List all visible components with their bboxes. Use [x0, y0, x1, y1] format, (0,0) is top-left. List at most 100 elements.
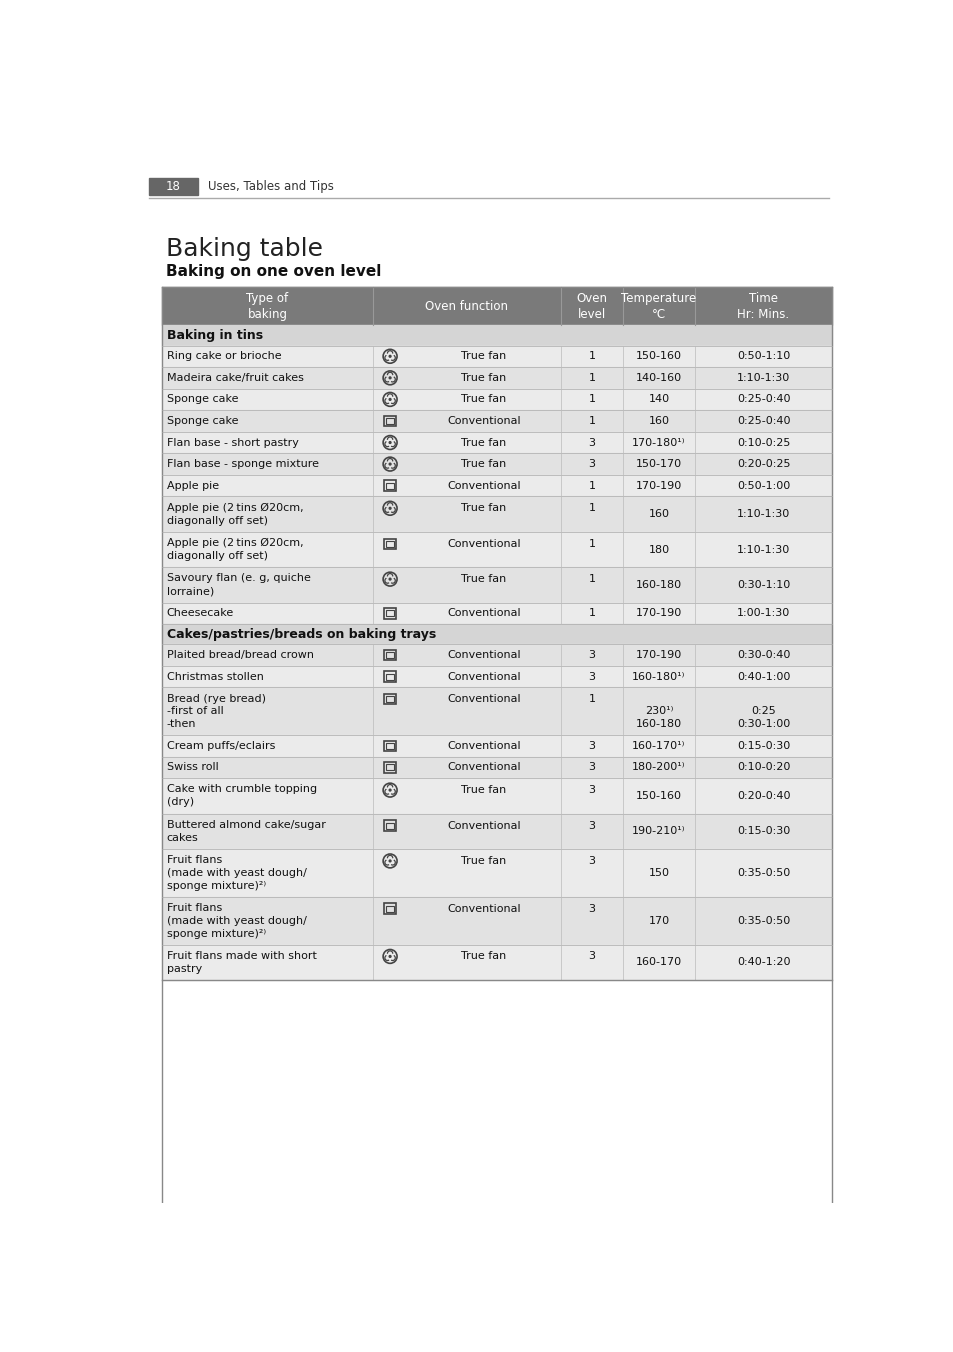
Text: 0:25-0:40: 0:25-0:40	[736, 395, 789, 404]
Text: Cakes/pastries/breads on baking trays: Cakes/pastries/breads on baking trays	[167, 627, 436, 641]
Text: Conventional: Conventional	[447, 416, 520, 426]
Text: 1: 1	[588, 481, 595, 491]
Bar	[162, 814, 831, 849]
Bar	[384, 672, 395, 681]
Text: Plaited bread/bread crown: Plaited bread/bread crown	[167, 650, 314, 660]
Bar	[162, 475, 831, 496]
Text: 1: 1	[588, 538, 595, 549]
Bar	[149, 177, 198, 195]
Text: 150-160: 150-160	[636, 352, 681, 361]
Bar	[162, 366, 831, 388]
Text: 160-170¹⁾: 160-170¹⁾	[632, 741, 685, 750]
Circle shape	[389, 356, 391, 357]
Text: 0:25-0:40: 0:25-0:40	[736, 416, 789, 426]
Bar	[386, 652, 394, 658]
Text: 1: 1	[588, 608, 595, 618]
Text: True fan: True fan	[461, 395, 506, 404]
Text: Fruit flans
(made with yeast dough/
sponge mixture)²⁾: Fruit flans (made with yeast dough/ spon…	[167, 856, 306, 891]
Bar	[162, 388, 831, 410]
Text: Baking in tins: Baking in tins	[167, 329, 263, 342]
Text: 0:30-1:10: 0:30-1:10	[736, 580, 789, 589]
Text: 1: 1	[588, 352, 595, 361]
Text: 0:25
0:30-1:00: 0:25 0:30-1:00	[736, 694, 789, 729]
Text: 3: 3	[588, 672, 595, 681]
Text: Sponge cake: Sponge cake	[167, 416, 238, 426]
Bar	[162, 326, 831, 346]
Bar	[384, 538, 395, 549]
Text: 150-160: 150-160	[636, 791, 681, 800]
Text: Buttered almond cake/sugar
cakes: Buttered almond cake/sugar cakes	[167, 819, 325, 842]
Text: 0:10-0:20: 0:10-0:20	[736, 763, 789, 772]
Bar	[386, 541, 394, 546]
Text: Conventional: Conventional	[447, 538, 520, 549]
Text: Apple pie (2 tins Ø20cm,
diagonally off set): Apple pie (2 tins Ø20cm, diagonally off …	[167, 538, 303, 561]
Text: True fan: True fan	[461, 352, 506, 361]
Text: 3: 3	[588, 650, 595, 660]
Text: Time
Hr: Mins.: Time Hr: Mins.	[737, 292, 789, 320]
Text: 1:10-1:30: 1:10-1:30	[736, 373, 789, 383]
Text: Cheesecake: Cheesecake	[167, 608, 233, 618]
Circle shape	[389, 956, 391, 957]
Text: 1:00-1:30: 1:00-1:30	[736, 608, 789, 618]
Text: 160: 160	[648, 416, 669, 426]
Text: Apple pie (2 tins Ø20cm,
diagonally off set): Apple pie (2 tins Ø20cm, diagonally off …	[167, 503, 303, 526]
Text: 0:40-1:20: 0:40-1:20	[736, 957, 789, 967]
Text: True fan: True fan	[461, 575, 506, 584]
Bar	[386, 906, 394, 911]
Bar	[162, 496, 831, 531]
Text: 0:50-1:10: 0:50-1:10	[736, 352, 789, 361]
Bar	[162, 346, 831, 366]
Circle shape	[389, 464, 391, 465]
Text: Fruit flans
(made with yeast dough/
sponge mixture)²⁾: Fruit flans (made with yeast dough/ spon…	[167, 903, 306, 938]
Text: 1: 1	[588, 575, 595, 584]
Bar	[162, 531, 831, 568]
Text: Madeira cake/fruit cakes: Madeira cake/fruit cakes	[167, 373, 303, 383]
Text: Apple pie: Apple pie	[167, 481, 218, 491]
Bar	[384, 903, 395, 914]
Text: 0:10-0:25: 0:10-0:25	[736, 438, 789, 448]
Bar	[162, 779, 831, 814]
Text: Ring cake or brioche: Ring cake or brioche	[167, 352, 281, 361]
Text: True fan: True fan	[461, 856, 506, 865]
Bar	[386, 696, 394, 702]
Text: Sponge cake: Sponge cake	[167, 395, 238, 404]
Circle shape	[389, 860, 391, 861]
Text: Cream puffs/eclairs: Cream puffs/eclairs	[167, 741, 274, 750]
Bar	[162, 287, 831, 326]
Text: Oven
level: Oven level	[576, 292, 607, 320]
Text: Uses, Tables and Tips: Uses, Tables and Tips	[208, 180, 334, 192]
Text: 0:15-0:30: 0:15-0:30	[736, 826, 789, 837]
Text: 3: 3	[588, 741, 595, 750]
Bar	[162, 625, 831, 645]
Text: 0:40-1:00: 0:40-1:00	[736, 672, 789, 681]
Bar	[386, 764, 394, 771]
Text: Bread (rye bread)
-first of all
-then: Bread (rye bread) -first of all -then	[167, 694, 265, 729]
Text: 18: 18	[166, 180, 181, 192]
Bar	[384, 608, 395, 619]
Text: 3: 3	[588, 460, 595, 469]
Text: Conventional: Conventional	[447, 650, 520, 660]
Circle shape	[389, 507, 391, 510]
Text: 150: 150	[648, 868, 669, 877]
Circle shape	[389, 579, 391, 580]
Bar	[384, 480, 395, 491]
Text: Swiss roll: Swiss roll	[167, 763, 218, 772]
Text: 3: 3	[588, 821, 595, 830]
Text: Baking table: Baking table	[166, 237, 322, 261]
Text: 1: 1	[588, 395, 595, 404]
Text: 160-180¹⁾: 160-180¹⁾	[632, 672, 685, 681]
Text: 1: 1	[588, 416, 595, 426]
Text: Conventional: Conventional	[447, 672, 520, 681]
Text: 170-180¹⁾: 170-180¹⁾	[632, 438, 685, 448]
Text: Oven function: Oven function	[425, 300, 508, 312]
Text: 3: 3	[588, 903, 595, 914]
Text: 170: 170	[648, 915, 669, 926]
Bar	[162, 665, 831, 687]
Bar	[386, 673, 394, 680]
Circle shape	[389, 790, 391, 791]
Text: 170-190: 170-190	[635, 481, 681, 491]
Bar	[386, 611, 394, 617]
Text: 230¹⁾
160-180: 230¹⁾ 160-180	[636, 694, 681, 729]
Text: Conventional: Conventional	[447, 821, 520, 830]
Circle shape	[389, 377, 391, 379]
